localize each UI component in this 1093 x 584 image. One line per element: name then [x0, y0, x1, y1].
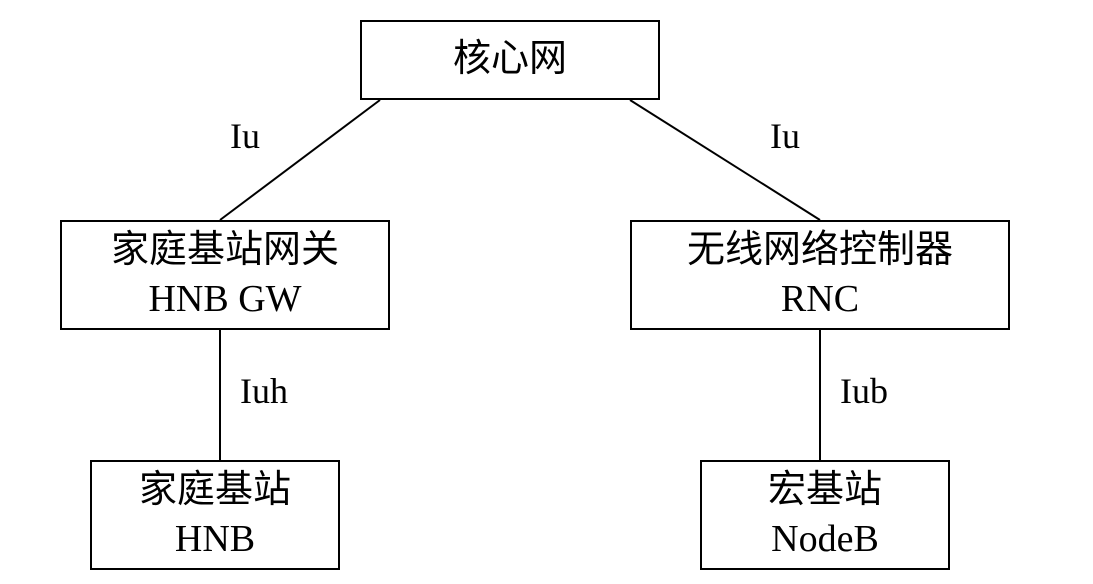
node-nodeb: 宏基站 NodeB [700, 460, 950, 570]
edge-label-iub: Iub [840, 370, 888, 412]
node-nodeb-label-cn: 宏基站 [768, 466, 882, 515]
node-hnbgw: 家庭基站网关 HNB GW [60, 220, 390, 330]
node-rnc-label-en: RNC [781, 275, 859, 324]
node-hnbgw-label-en: HNB GW [148, 275, 301, 324]
node-nodeb-label-en: NodeB [771, 515, 879, 564]
node-rnc-label-cn: 无线网络控制器 [687, 226, 953, 275]
node-hnb-label-cn: 家庭基站 [139, 466, 291, 515]
node-hnbgw-label-cn: 家庭基站网关 [111, 226, 339, 275]
node-core-label-cn: 核心网 [453, 35, 567, 84]
node-hnb-label-en: HNB [175, 515, 255, 564]
edge-label-iu-right: Iu [770, 115, 800, 157]
edge-label-iu-left: Iu [230, 115, 260, 157]
node-core: 核心网 [360, 20, 660, 100]
node-rnc: 无线网络控制器 RNC [630, 220, 1010, 330]
edge-label-iuh: Iuh [240, 370, 288, 412]
node-hnb: 家庭基站 HNB [90, 460, 340, 570]
